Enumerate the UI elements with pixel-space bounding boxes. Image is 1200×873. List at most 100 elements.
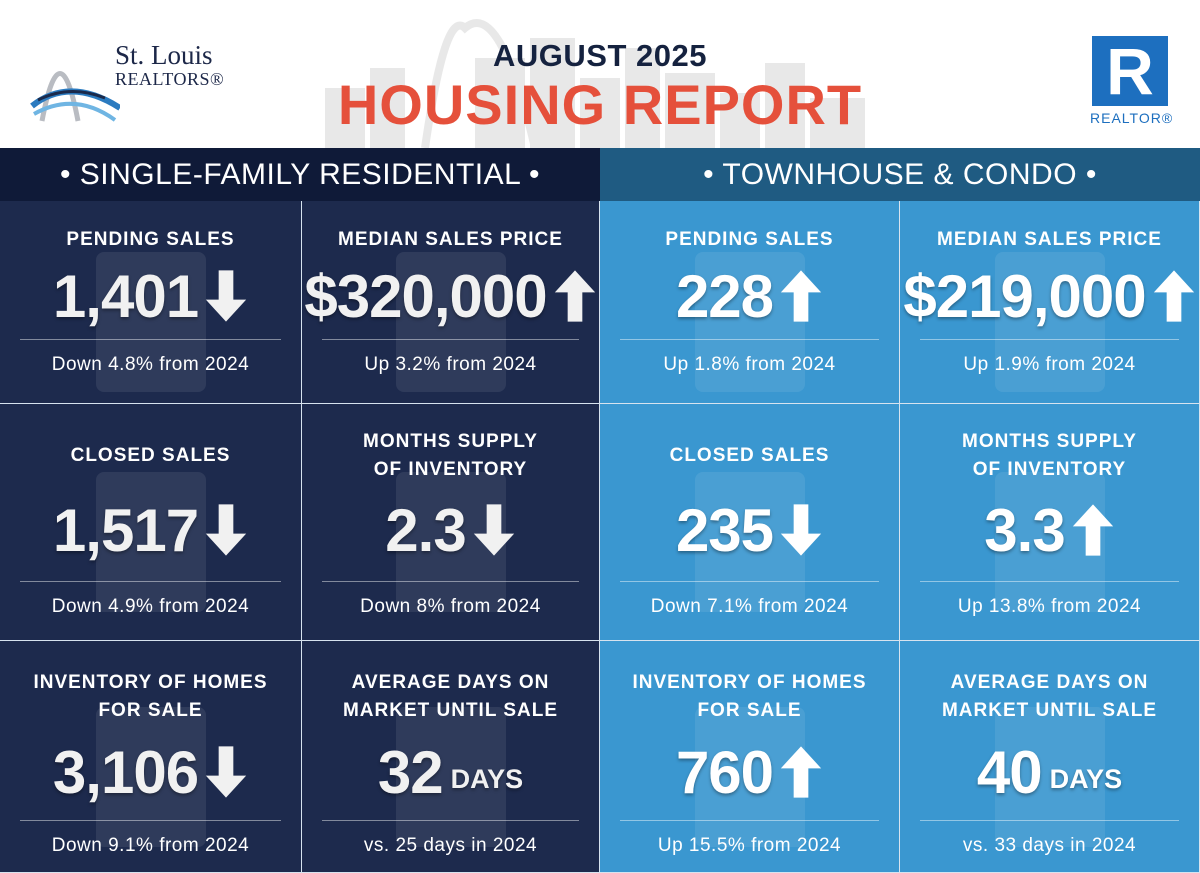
metric-title: AVERAGE DAYS ON MARKET UNTIL SALE — [941, 672, 1158, 721]
metric-comparison: Up 1.9% from 2024 — [963, 354, 1136, 375]
realtor-r-icon: R — [1092, 36, 1168, 106]
arrow-down-icon — [780, 504, 822, 556]
metric-value: $320,000 — [304, 262, 547, 330]
metric-value: 2.3 — [385, 496, 466, 564]
metric-comparison: Down 4.8% from 2024 — [51, 354, 250, 375]
metric-value: 3,106 — [52, 738, 199, 806]
metric-title: PENDING SALES — [665, 229, 834, 250]
metric-title: MONTHS SUPPLY OF INVENTORY — [962, 431, 1137, 480]
metric-title: MONTHS SUPPLY OF INVENTORY — [363, 431, 538, 480]
metric-value: 1,401 — [52, 262, 199, 330]
arrow-up-icon — [1072, 504, 1113, 556]
metric-card-townhouse-condo-average-days-on-market-until-sale: AVERAGE DAYS ON MARKET UNTIL SALE 40 DAYS v… — [900, 641, 1200, 873]
building-background-icon — [395, 706, 506, 847]
divider — [920, 339, 1179, 340]
metrics-grid: PENDING SALES 1,401 Down 4.8% from 2024 MED… — [0, 201, 1200, 873]
metric-value-row: 1,517 — [0, 495, 301, 565]
metric-title: MEDIAN SALES PRICE — [937, 229, 1162, 250]
divider — [620, 820, 879, 821]
st-louis-realtors-logo: St. Louis REALTORS® — [30, 36, 250, 126]
arrow-down-icon — [205, 746, 247, 798]
realtor-logo: R REALTOR® — [1090, 36, 1172, 131]
metric-value-row: 3.3 — [900, 495, 1199, 565]
metric-title: CLOSED SALES — [669, 445, 830, 466]
divider — [920, 581, 1179, 582]
building-background-icon — [694, 252, 805, 392]
metric-value: 40 — [976, 738, 1043, 806]
building-background-icon — [95, 472, 206, 612]
metric-unit: DAYS — [450, 764, 524, 794]
metric-card-single-family-average-days-on-market-until-sale: AVERAGE DAYS ON MARKET UNTIL SALE 32 DAYS v… — [302, 641, 600, 873]
metric-card-single-family-months-supply-of-inventory: MONTHS SUPPLY OF INVENTORY 2.3 Down 8% fro… — [302, 404, 600, 641]
metric-value-row: 228 — [600, 261, 899, 331]
divider — [620, 339, 879, 340]
metric-value-row: 32 DAYS — [302, 737, 599, 807]
divider — [20, 581, 281, 582]
metric-card-townhouse-condo-closed-sales: CLOSED SALES 235 Down 7.1% from 2024 — [600, 404, 900, 641]
metric-title: CLOSED SALES — [70, 445, 231, 466]
metric-comparison: vs. 25 days in 2024 — [363, 835, 538, 856]
building-background-icon — [994, 706, 1105, 847]
metric-card-townhouse-condo-pending-sales: PENDING SALES 228 Up 1.8% from 2024 — [600, 201, 900, 404]
building-background-icon — [95, 252, 206, 392]
metric-title: MEDIAN SALES PRICE — [338, 229, 563, 250]
divider — [20, 339, 281, 340]
metric-title: PENDING SALES — [66, 229, 235, 250]
metric-value-row: 1,401 — [0, 261, 301, 331]
city-skyline-graphic — [325, 19, 865, 148]
metric-value: 235 — [675, 496, 774, 564]
metric-card-single-family-inventory-of-homes-for-sale: INVENTORY OF HOMES FOR SALE 3,106 Down 9.1… — [0, 641, 302, 873]
report-header: St. Louis REALTORS® AUGUST 2025 HOUSING … — [0, 0, 1200, 148]
logo-text-st-louis: St. Louis — [115, 40, 213, 70]
building-background-icon — [994, 252, 1105, 392]
metric-card-townhouse-condo-median-sales-price: MEDIAN SALES PRICE $219,000 Up 1.9% from 2… — [900, 201, 1200, 404]
metric-value: 1,517 — [52, 496, 199, 564]
building-background-icon — [994, 472, 1105, 612]
divider — [20, 820, 281, 821]
arrow-down-icon — [205, 504, 247, 556]
metric-comparison: Down 7.1% from 2024 — [650, 596, 849, 617]
metric-value-row: 760 — [600, 737, 899, 807]
arrow-up-icon — [554, 270, 595, 322]
building-background-icon — [395, 252, 506, 392]
arrow-up-icon — [780, 746, 822, 798]
metric-card-townhouse-condo-months-supply-of-inventory: MONTHS SUPPLY OF INVENTORY 3.3 Up 13.8% fr… — [900, 404, 1200, 641]
section-header-townhouse-condo: • TOWNHOUSE & CONDO • — [600, 148, 1200, 201]
metric-value: $219,000 — [903, 262, 1146, 330]
divider — [620, 581, 879, 582]
metric-title: AVERAGE DAYS ON MARKET UNTIL SALE — [342, 672, 559, 721]
metric-title: INVENTORY OF HOMES FOR SALE — [632, 672, 867, 721]
metric-value: 228 — [675, 262, 774, 330]
metric-unit: DAYS — [1049, 764, 1123, 794]
metric-value-row: 235 — [600, 495, 899, 565]
divider — [322, 820, 579, 821]
gateway-arch-icon — [30, 71, 120, 122]
metric-value-row: 2.3 — [302, 495, 599, 565]
metric-card-single-family-closed-sales: CLOSED SALES 1,517 Down 4.9% from 2024 — [0, 404, 302, 641]
building-background-icon — [694, 706, 805, 847]
metric-comparison: Up 13.8% from 2024 — [957, 596, 1142, 617]
divider — [322, 339, 579, 340]
metric-comparison: Down 9.1% from 2024 — [51, 835, 250, 856]
metric-value: 3.3 — [984, 496, 1065, 564]
metric-card-single-family-pending-sales: PENDING SALES 1,401 Down 4.8% from 2024 — [0, 201, 302, 404]
metric-comparison: Up 3.2% from 2024 — [364, 354, 537, 375]
metric-comparison: Up 15.5% from 2024 — [657, 835, 842, 856]
metric-card-townhouse-condo-inventory-of-homes-for-sale: INVENTORY OF HOMES FOR SALE 760 Up 15.5% f… — [600, 641, 900, 873]
metric-value-row: 3,106 — [0, 737, 301, 807]
logo-text-realtors: REALTORS® — [115, 69, 225, 89]
metric-card-single-family-median-sales-price: MEDIAN SALES PRICE $320,000 Up 3.2% from 2… — [302, 201, 600, 404]
section-header-single-family: • SINGLE-FAMILY RESIDENTIAL • — [0, 148, 600, 201]
building-background-icon — [395, 472, 506, 612]
metric-comparison: Up 1.8% from 2024 — [663, 354, 836, 375]
metric-comparison: Down 8% from 2024 — [360, 596, 541, 617]
building-background-icon — [694, 472, 805, 612]
metric-value: 760 — [675, 738, 774, 806]
metric-title: INVENTORY OF HOMES FOR SALE — [33, 672, 268, 721]
metric-comparison: Down 4.9% from 2024 — [51, 596, 250, 617]
metric-comparison: vs. 33 days in 2024 — [962, 835, 1137, 856]
divider — [322, 581, 579, 582]
metric-value: 32 — [377, 738, 444, 806]
arrow-down-icon — [205, 270, 247, 322]
metric-value-row: $219,000 — [900, 261, 1199, 331]
